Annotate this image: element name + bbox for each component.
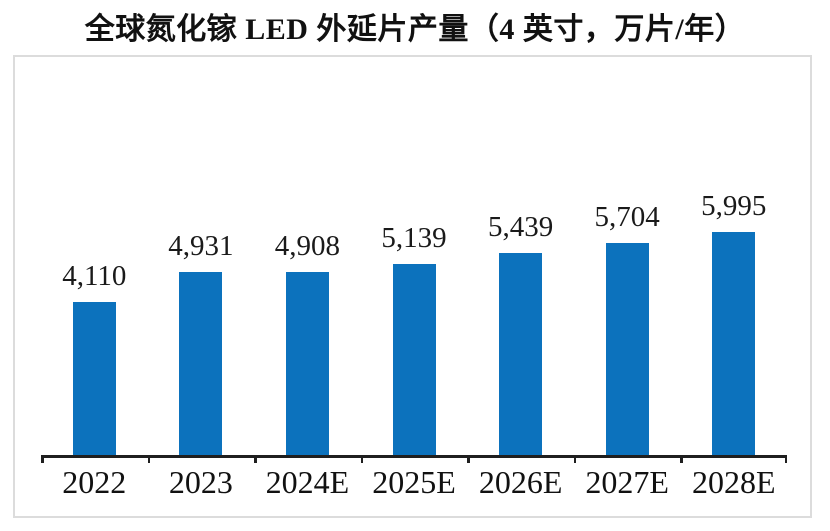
bar-value-label: 4,110: [62, 260, 127, 293]
chart-title: 全球氮化镓 LED 外延片产量（4 英寸，万片/年）: [84, 13, 746, 46]
axis-tick: [573, 457, 577, 463]
bar: [712, 232, 756, 455]
bar-value-label: 4,908: [274, 230, 341, 263]
bar: [499, 252, 543, 455]
bar-value-label: 5,704: [594, 200, 660, 233]
axis-tick: [254, 457, 257, 463]
bar: [179, 271, 223, 455]
bar: [285, 272, 329, 455]
x-axis-label: 2022: [62, 464, 127, 500]
chart-frame: 4,110 4,931 4,908 5,139 5,439 5,704 5,995 2022…: [13, 55, 812, 518]
bar-value-label: 5,139: [381, 221, 447, 254]
x-axis-line: [41, 455, 787, 458]
bar: [392, 263, 436, 455]
x-axis-label: 2025E: [372, 464, 456, 500]
bar: [605, 242, 649, 455]
x-axis-labels-row: 2022 2023 2024E 2025E 2026E 2027E 2028E: [41, 464, 787, 500]
axis-tick: [467, 457, 470, 463]
x-axis-label: 2028E: [691, 464, 776, 500]
x-axis-label: 2027E: [585, 464, 669, 500]
bar-value-label: 4,931: [168, 229, 234, 262]
axis-tick: [360, 457, 364, 463]
x-axis-label: 2023: [168, 464, 233, 500]
bar-value-label: 5,439: [487, 210, 554, 243]
axis-tick: [680, 457, 683, 463]
axis-tick: [784, 457, 787, 463]
axis-tick: [41, 457, 44, 463]
x-axis-label: 2026E: [478, 464, 563, 500]
bar: [72, 302, 116, 455]
x-axis-label: 2024E: [265, 464, 350, 500]
axis-tick: [147, 457, 151, 463]
bar-value-label: 5,995: [701, 190, 767, 223]
plot-area: 4,110 4,931 4,908 5,139 5,439 5,704 5,995: [41, 57, 787, 455]
